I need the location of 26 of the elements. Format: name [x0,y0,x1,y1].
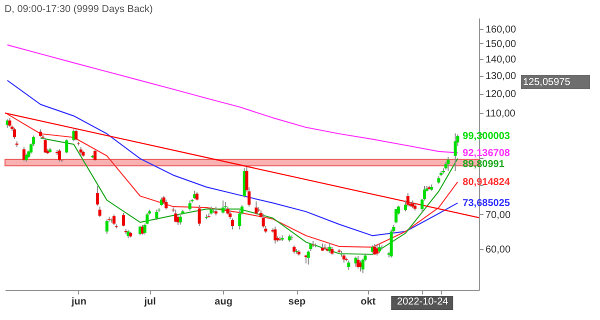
line-series [6,80,458,236]
y-tick-label: 160,00 [486,24,517,36]
x-tick-label: jul [143,296,156,308]
x-tick-label: jun [70,296,86,308]
line-series [40,138,458,255]
y-tick-label: 120,00 [486,89,517,100]
y-tick-label: 150,00 [486,38,517,50]
x-tick-label: 2022-10-24 [397,296,449,308]
y-tick-label: 130,00 [486,71,517,82]
candlestick [76,141,80,146]
x-tick-label: sep [288,296,306,308]
line-series [6,114,458,248]
y-tick-label: 70,00 [486,210,511,221]
x-tick-label: aug [214,296,232,308]
chart-title: D, 09:00-17:30 (9999 Days Back) [4,4,153,15]
y-tick-label: 140,00 [486,54,517,66]
data-label: 73,685025 [462,198,510,209]
data-label: 89,80991 [462,158,505,170]
y-tick-label: 60,00 [486,244,511,256]
text: 125,05975 [523,77,571,88]
text: 99,300003 [462,131,510,142]
data-label: 92,136708 [462,148,510,159]
y-tick-label: 110,00 [486,108,516,120]
data-label: 80,914824 [462,176,510,188]
line-series [6,44,458,154]
x-tick-label: okt [360,296,376,308]
